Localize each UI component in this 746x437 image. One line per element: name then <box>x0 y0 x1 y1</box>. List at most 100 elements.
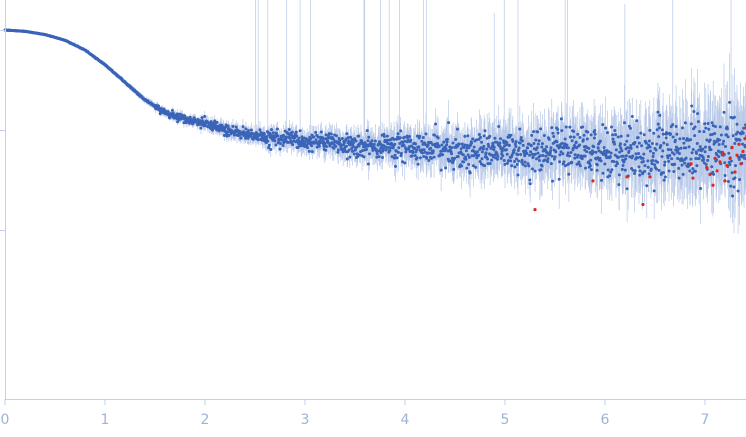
data-point <box>587 146 591 150</box>
data-point <box>643 164 647 168</box>
data-point <box>682 141 686 145</box>
data-point <box>511 139 515 143</box>
data-point <box>536 130 540 134</box>
data-point <box>684 146 688 150</box>
data-point <box>529 150 533 154</box>
data-point <box>175 117 179 121</box>
data-point <box>432 155 436 159</box>
data-point <box>614 133 618 137</box>
data-point <box>567 172 571 176</box>
data-point <box>641 156 645 160</box>
data-point <box>398 136 402 140</box>
data-point <box>350 149 354 153</box>
data-point <box>735 122 739 126</box>
data-point <box>199 126 203 130</box>
data-point <box>452 167 456 171</box>
data-point <box>733 176 737 180</box>
data-point <box>561 152 565 156</box>
data-point <box>654 148 658 152</box>
data-point <box>666 148 670 151</box>
data-point <box>291 143 295 147</box>
data-point <box>348 155 352 159</box>
data-point <box>513 142 517 146</box>
data-point <box>697 156 701 160</box>
data-point <box>674 145 678 149</box>
data-point <box>602 146 606 150</box>
data-point <box>517 159 521 163</box>
data-point <box>168 116 172 120</box>
data-point <box>265 134 269 138</box>
data-point <box>441 153 445 157</box>
data-point <box>578 136 582 140</box>
data-point <box>496 157 500 161</box>
data-point <box>481 147 485 151</box>
data-point <box>392 137 396 141</box>
data-point <box>409 138 413 142</box>
data-point <box>492 148 496 152</box>
data-point <box>562 160 566 164</box>
data-point <box>721 142 725 146</box>
data-point <box>589 158 593 162</box>
data-point <box>436 136 440 140</box>
x-tick-label: 4 <box>401 412 410 428</box>
data-point <box>537 139 541 143</box>
data-point <box>647 172 651 176</box>
data-point <box>266 139 270 143</box>
data-point <box>523 160 527 164</box>
data-point <box>601 123 605 127</box>
data-point <box>652 189 656 193</box>
data-point <box>399 154 403 158</box>
data-point <box>408 134 412 138</box>
data-point <box>652 131 656 135</box>
data-point <box>274 143 278 147</box>
data-point <box>342 141 346 145</box>
data-point <box>523 154 527 158</box>
data-point <box>339 144 343 148</box>
data-point <box>681 172 685 176</box>
data-point <box>377 155 381 159</box>
data-point <box>702 130 706 134</box>
data-point <box>628 155 632 159</box>
data-point <box>737 157 741 161</box>
data-point <box>613 129 617 133</box>
data-point <box>520 139 524 143</box>
data-point <box>382 134 386 138</box>
data-point <box>429 156 433 160</box>
data-point <box>706 158 710 162</box>
data-point <box>445 143 449 147</box>
data-point <box>527 153 531 157</box>
data-point <box>200 116 204 120</box>
data-point <box>403 139 407 143</box>
data-point <box>690 151 694 155</box>
data-point <box>614 148 618 152</box>
outlier-point <box>708 172 712 176</box>
data-point <box>396 132 400 136</box>
data-point <box>606 168 610 172</box>
data-point <box>569 135 573 139</box>
data-point <box>424 143 428 147</box>
data-point <box>656 110 660 114</box>
data-point <box>389 146 393 150</box>
data-point <box>281 133 285 137</box>
data-point <box>702 158 706 162</box>
data-point <box>722 139 726 143</box>
data-point <box>649 167 653 171</box>
data-point <box>440 143 444 147</box>
data-point <box>648 128 652 132</box>
data-point <box>509 159 513 163</box>
data-point <box>466 153 470 157</box>
data-point <box>427 151 431 155</box>
data-point <box>399 129 403 133</box>
data-point <box>510 164 514 168</box>
data-point <box>478 135 482 139</box>
data-point <box>460 164 464 168</box>
data-point <box>624 154 628 158</box>
data-point <box>256 138 260 142</box>
data-point <box>432 133 436 137</box>
data-point <box>705 138 709 142</box>
data-point <box>625 139 629 143</box>
data-point <box>249 128 253 132</box>
data-point <box>538 154 542 158</box>
data-point <box>633 172 637 176</box>
data-point <box>618 142 622 146</box>
